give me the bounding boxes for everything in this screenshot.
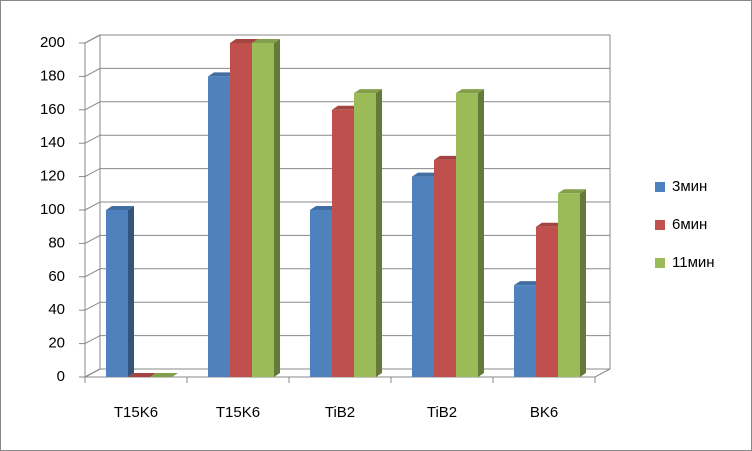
bar-top: [456, 89, 484, 94]
bar: [514, 285, 536, 377]
bar-top: [252, 39, 280, 43]
bar-top: [230, 39, 258, 43]
legend-swatch: [655, 182, 665, 192]
bar: [106, 210, 128, 377]
legend-label: 3мин: [672, 178, 707, 195]
legend-label: 6мин: [672, 216, 707, 233]
bar-top: [208, 72, 236, 77]
grid-line: [84, 134, 610, 144]
grid-line: [84, 101, 610, 111]
grid-line: [84, 34, 610, 44]
y-tick-label: 100: [40, 201, 65, 218]
bar: [434, 159, 456, 377]
bar-side: [274, 39, 280, 377]
y-tick-label: 0: [57, 368, 65, 385]
bar: [332, 109, 354, 378]
x-tick-label: T15K6: [216, 404, 260, 421]
bar-top: [412, 172, 440, 177]
bar: [558, 193, 580, 377]
bar-top: [354, 89, 382, 94]
bar-top: [310, 206, 338, 210]
bar: [536, 226, 558, 377]
bar-side: [376, 89, 382, 377]
y-tick-label: 60: [48, 268, 65, 285]
legend-label: 11мин: [672, 254, 715, 271]
y-tick-label: 40: [48, 301, 65, 318]
x-tick-label: T15K6: [114, 404, 158, 421]
bar: [354, 93, 376, 377]
grid-line: [84, 67, 610, 77]
legend-swatch: [655, 220, 665, 230]
y-tick-label: 140: [40, 134, 65, 151]
x-tick-label: TiB2: [325, 404, 355, 421]
bar: [412, 176, 434, 377]
bar: [252, 43, 274, 377]
x-tick-label: TiB2: [427, 404, 457, 421]
bar-top: [514, 281, 542, 286]
bar: [456, 93, 478, 377]
bar: [310, 210, 332, 377]
bar: [230, 43, 252, 377]
bar: [208, 76, 230, 378]
bar-top: [128, 373, 156, 377]
bar-top: [558, 189, 586, 194]
y-tick-label: 160: [40, 101, 65, 118]
y-tick-label: 20: [48, 335, 65, 352]
bar-side: [478, 89, 484, 377]
bar-top: [332, 105, 360, 110]
bar-top: [106, 206, 134, 210]
bar-side: [128, 206, 134, 377]
bar-side: [580, 189, 586, 377]
bar-top: [536, 222, 564, 227]
y-tick-label: 180: [40, 67, 65, 84]
y-tick-label: 200: [40, 34, 65, 51]
legend-swatch: [655, 258, 665, 268]
bar-top: [434, 155, 462, 160]
bar-top: [150, 373, 178, 377]
y-tick-label: 80: [48, 234, 65, 251]
y-tick-label: 120: [40, 168, 65, 185]
x-tick-label: BK6: [530, 404, 558, 421]
